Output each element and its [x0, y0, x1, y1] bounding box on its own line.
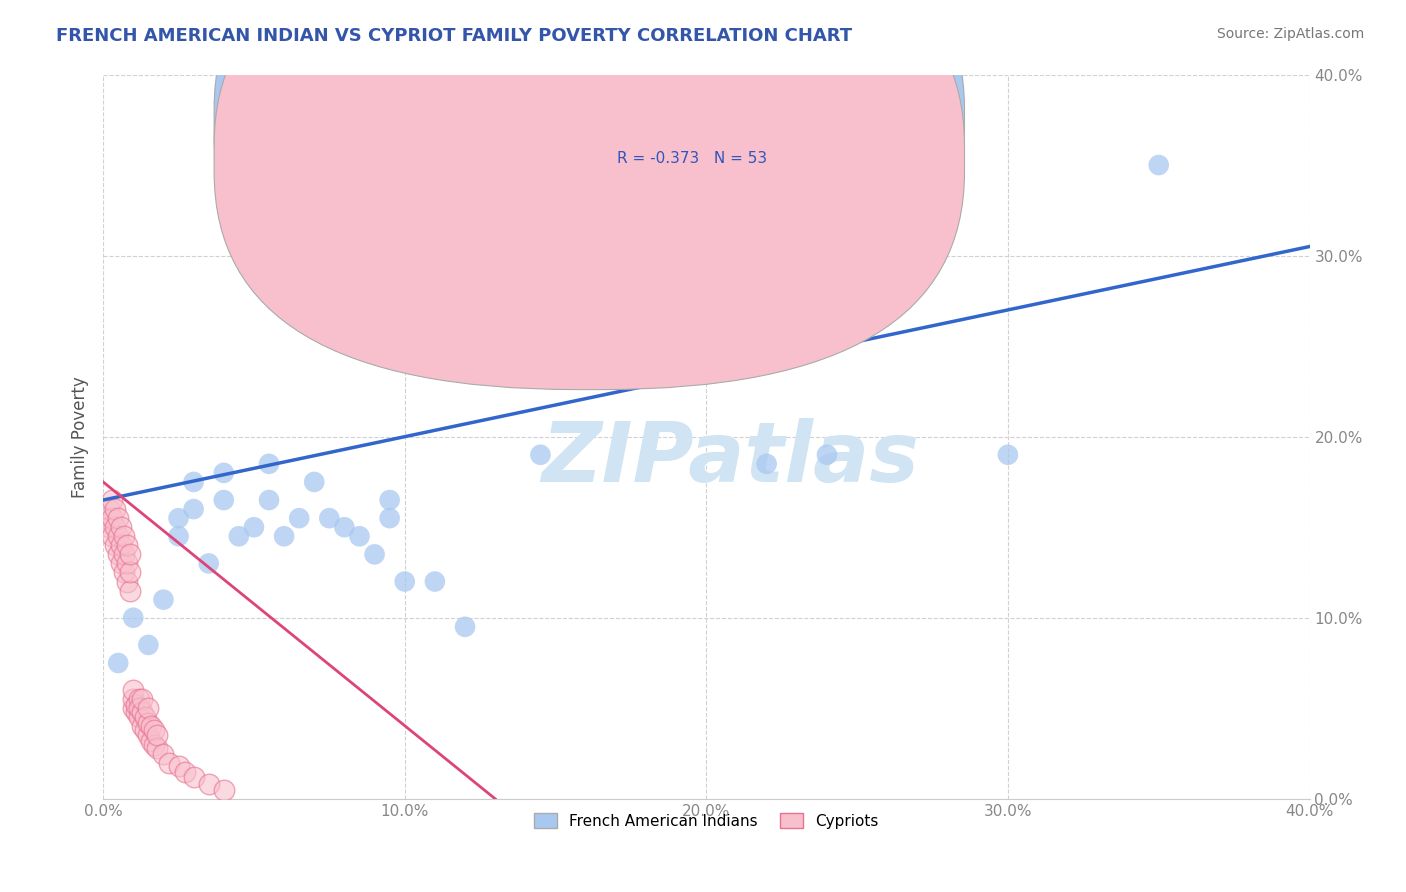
Point: [197, 777, 219, 791]
Point: [138, 715, 160, 730]
Point: [120, 583, 142, 598]
Point: [101, 511, 124, 525]
Point: [212, 493, 235, 508]
Text: R = -0.373   N = 53: R = -0.373 N = 53: [617, 151, 768, 166]
Point: [159, 756, 181, 770]
Point: [98, 502, 121, 516]
Point: [146, 741, 169, 756]
Point: [152, 592, 174, 607]
Point: [755, 457, 778, 471]
Point: [228, 529, 250, 543]
FancyBboxPatch shape: [214, 0, 965, 390]
Point: [138, 728, 160, 742]
Point: [122, 701, 145, 715]
Point: [125, 705, 148, 719]
Point: [101, 529, 124, 543]
Point: [288, 511, 311, 525]
Point: [423, 574, 446, 589]
Point: [167, 759, 190, 773]
Point: [125, 698, 148, 712]
Point: [183, 475, 205, 489]
Point: [122, 692, 145, 706]
FancyBboxPatch shape: [550, 89, 875, 190]
Y-axis label: Family Poverty: Family Poverty: [72, 376, 89, 498]
Point: [152, 747, 174, 761]
Point: [110, 538, 132, 552]
Point: [333, 520, 356, 534]
Text: R =  0.481   N = 32: R = 0.481 N = 32: [617, 115, 766, 130]
Point: [146, 728, 169, 742]
FancyBboxPatch shape: [214, 0, 965, 353]
Point: [167, 529, 190, 543]
Point: [128, 692, 150, 706]
Point: [1147, 158, 1170, 172]
Point: [997, 448, 1019, 462]
Point: [138, 701, 160, 715]
Point: [349, 529, 371, 543]
Point: [304, 475, 326, 489]
Point: [112, 529, 135, 543]
Point: [167, 511, 190, 525]
Point: [378, 493, 401, 508]
Point: [394, 574, 416, 589]
Text: ZIPatlas: ZIPatlas: [541, 418, 920, 499]
Point: [212, 466, 235, 480]
Point: [815, 448, 838, 462]
Point: [101, 493, 124, 508]
Point: [141, 734, 163, 748]
Point: [128, 701, 150, 715]
Legend: French American Indians, Cypriots: French American Indians, Cypriots: [527, 806, 884, 835]
Point: [131, 705, 153, 719]
Point: [243, 520, 266, 534]
Point: [143, 723, 166, 737]
Text: Source: ZipAtlas.com: Source: ZipAtlas.com: [1216, 27, 1364, 41]
Point: [173, 764, 195, 779]
Point: [104, 538, 127, 552]
Text: FRENCH AMERICAN INDIAN VS CYPRIOT FAMILY POVERTY CORRELATION CHART: FRENCH AMERICAN INDIAN VS CYPRIOT FAMILY…: [56, 27, 852, 45]
Point: [107, 547, 129, 561]
Point: [454, 620, 477, 634]
Point: [112, 547, 135, 561]
Point: [197, 557, 219, 571]
Point: [112, 566, 135, 580]
Point: [107, 529, 129, 543]
Point: [120, 547, 142, 561]
Point: [94, 511, 117, 525]
Point: [104, 502, 127, 516]
Point: [183, 770, 205, 784]
Point: [117, 557, 139, 571]
Point: [107, 511, 129, 525]
Point: [134, 710, 156, 724]
Point: [138, 638, 160, 652]
Point: [318, 511, 340, 525]
Point: [131, 719, 153, 733]
Point: [183, 502, 205, 516]
Point: [122, 683, 145, 698]
Point: [107, 656, 129, 670]
Point: [212, 782, 235, 797]
Point: [117, 538, 139, 552]
Point: [134, 723, 156, 737]
Point: [104, 520, 127, 534]
Point: [257, 457, 280, 471]
Point: [131, 692, 153, 706]
Point: [122, 611, 145, 625]
Point: [529, 448, 551, 462]
Point: [273, 529, 295, 543]
Point: [120, 566, 142, 580]
Point: [378, 511, 401, 525]
Point: [363, 547, 385, 561]
Point: [110, 520, 132, 534]
Point: [110, 557, 132, 571]
Point: [143, 738, 166, 752]
Point: [257, 493, 280, 508]
Point: [141, 719, 163, 733]
Point: [117, 574, 139, 589]
Point: [128, 710, 150, 724]
Point: [98, 520, 121, 534]
